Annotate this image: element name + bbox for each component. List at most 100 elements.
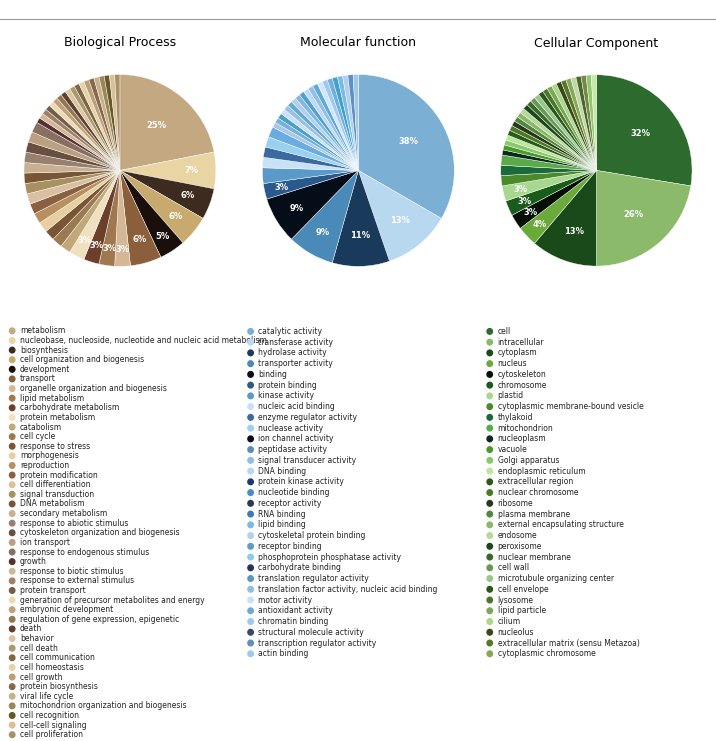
Text: organelle organization and biogenesis: organelle organization and biogenesis [20,384,167,393]
Text: transferase activity: transferase activity [258,338,334,347]
Wedge shape [37,118,120,170]
Wedge shape [84,170,120,264]
Text: 3%: 3% [523,208,538,217]
Text: nuclear chromosome: nuclear chromosome [498,488,578,497]
Wedge shape [291,170,359,263]
Wedge shape [556,82,596,170]
Wedge shape [504,140,596,170]
Text: lipid metabolism: lipid metabolism [20,393,84,402]
Wedge shape [120,170,203,243]
Text: nucleus: nucleus [498,359,527,368]
Wedge shape [508,130,596,170]
Text: cytoskeletal protein binding: cytoskeletal protein binding [258,531,366,540]
Text: catalytic activity: catalytic activity [258,327,322,336]
Wedge shape [69,170,120,259]
Text: mitochondrion organization and biogenesis: mitochondrion organization and biogenesi… [20,702,187,711]
Wedge shape [43,110,120,170]
Wedge shape [65,89,120,170]
Wedge shape [263,147,359,170]
Wedge shape [596,170,691,266]
Text: nucleic acid binding: nucleic acid binding [258,402,335,411]
Text: 3%: 3% [518,197,531,206]
Text: growth: growth [20,557,47,566]
Text: external encapsulating structure: external encapsulating structure [498,520,624,529]
Text: reproduction: reproduction [20,461,69,470]
Text: nucleoplasm: nucleoplasm [498,434,546,443]
Wedge shape [512,121,596,170]
Wedge shape [267,170,359,239]
Text: receptor activity: receptor activity [258,499,322,508]
Text: 13%: 13% [564,227,584,236]
Text: 9%: 9% [290,204,304,213]
Wedge shape [25,170,120,194]
Wedge shape [53,170,120,246]
Wedge shape [99,170,120,266]
Wedge shape [104,75,120,170]
Wedge shape [29,132,120,170]
Text: lipid particle: lipid particle [498,606,546,615]
Text: 32%: 32% [630,129,650,138]
Text: generation of precursor metabolites and energy: generation of precursor metabolites and … [20,596,205,605]
Text: plasma membrane: plasma membrane [498,510,570,519]
Text: thylakoid: thylakoid [498,413,533,422]
Wedge shape [322,80,359,170]
Title: Molecular function: Molecular function [300,36,417,50]
Wedge shape [505,170,596,215]
Wedge shape [348,75,359,170]
Text: cell communication: cell communication [20,654,95,662]
Text: cell recognition: cell recognition [20,711,79,720]
Text: actin binding: actin binding [258,649,309,658]
Text: Golgi apparatus: Golgi apparatus [498,456,559,465]
Text: protein metabolism: protein metabolism [20,413,95,422]
Wedge shape [551,84,596,170]
Wedge shape [510,126,596,170]
Text: embryonic development: embryonic development [20,605,113,614]
Text: cytoskeleton: cytoskeleton [498,370,546,379]
Text: 3%: 3% [513,185,528,194]
Text: nucleolus: nucleolus [498,628,534,637]
Text: response to biotic stimulus: response to biotic stimulus [20,567,124,576]
Text: 26%: 26% [624,210,644,219]
Wedge shape [586,75,596,170]
Text: vacuole: vacuole [498,445,528,454]
Wedge shape [308,86,359,170]
Wedge shape [535,94,596,170]
Text: protein biosynthesis: protein biosynthesis [20,682,98,691]
Text: cell death: cell death [20,644,58,653]
Wedge shape [115,170,130,266]
Text: structural molecule activity: structural molecule activity [258,628,364,637]
Text: endosome: endosome [498,531,537,540]
Text: cell proliferation: cell proliferation [20,730,83,740]
Wedge shape [120,170,214,219]
Text: cell homeostasis: cell homeostasis [20,663,84,672]
Wedge shape [34,170,120,223]
Text: extracellular matrix (sensu Metazoa): extracellular matrix (sensu Metazoa) [498,639,639,648]
Wedge shape [502,150,596,170]
Wedge shape [24,162,120,173]
Wedge shape [543,88,596,170]
Wedge shape [581,76,596,170]
Text: behavior: behavior [20,634,54,643]
Wedge shape [359,170,442,261]
Wedge shape [505,135,596,170]
Wedge shape [24,170,120,184]
Wedge shape [94,77,120,170]
Text: signal transduction: signal transduction [20,490,95,499]
Text: cell: cell [498,327,511,336]
Wedge shape [281,110,359,170]
Wedge shape [538,91,596,170]
Text: cell wall: cell wall [498,563,528,572]
Text: nuclear membrane: nuclear membrane [498,553,571,562]
Wedge shape [501,170,596,186]
Text: cilium: cilium [498,617,521,626]
Text: endoplasmic reticulum: endoplasmic reticulum [498,467,585,476]
Text: cell organization and biogenesis: cell organization and biogenesis [20,355,144,364]
Text: 11%: 11% [350,231,370,240]
Text: response to endogenous stimulus: response to endogenous stimulus [20,548,150,556]
Wedge shape [99,76,120,170]
Wedge shape [521,170,596,243]
Text: death: death [20,625,42,634]
Text: antioxidant activity: antioxidant activity [258,606,333,615]
Wedge shape [576,76,596,170]
Wedge shape [262,167,359,184]
